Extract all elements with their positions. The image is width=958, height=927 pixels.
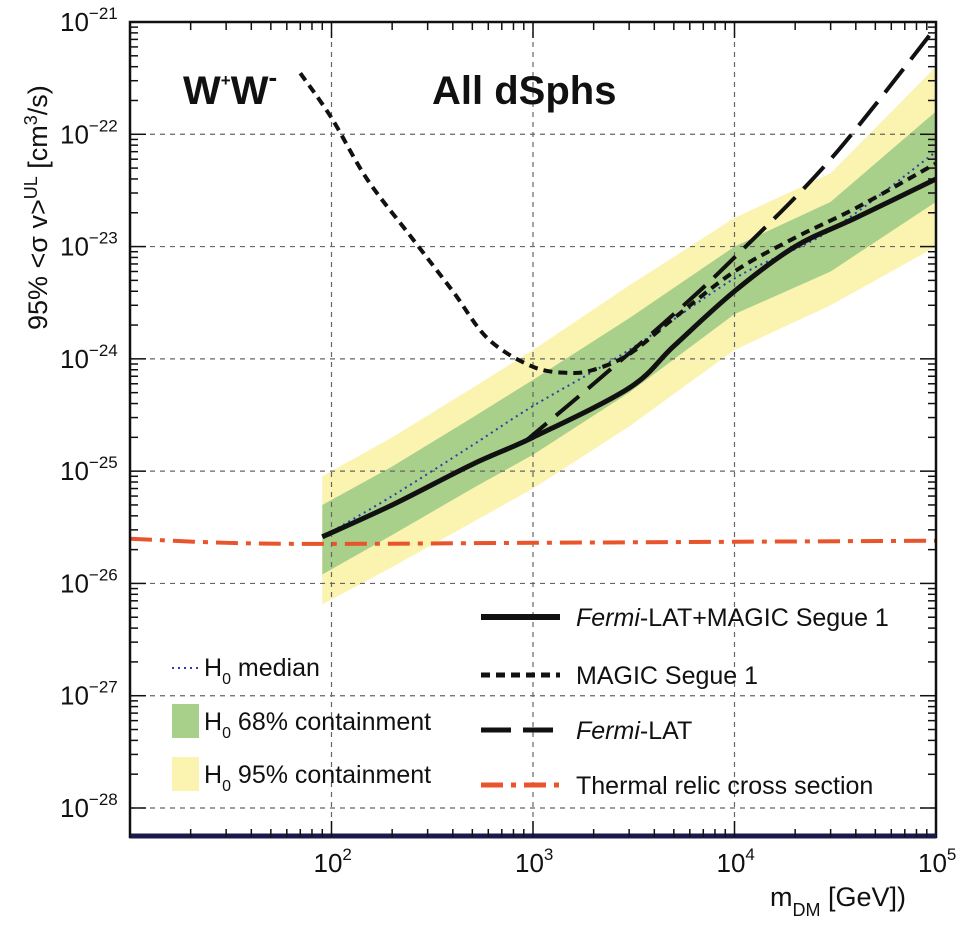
sample-label: All dSphs	[432, 69, 616, 113]
y-tick-label: 10−26	[60, 565, 118, 598]
legend-left-item: H0 68% containment	[172, 704, 431, 742]
legend-label: MAGIC Segue 1	[576, 662, 758, 690]
channel-label: W+W-	[183, 62, 277, 113]
x-tick-label: 102	[314, 845, 352, 878]
series-thermal-relic-cross-section	[130, 536, 936, 546]
y-tick-label: 10−27	[60, 678, 118, 711]
band-68	[322, 111, 936, 575]
legend-label: H0 median	[204, 654, 320, 688]
y-tick-label: 10−22	[60, 116, 118, 149]
legend-label: Thermal relic cross section	[576, 772, 873, 800]
legend-label: Fermi-LAT+MAGIC Segue 1	[576, 604, 889, 632]
legend-right-item: MAGIC Segue 1	[481, 662, 758, 690]
x-axis-title: mDM [GeV])	[770, 882, 906, 920]
y-tick-label: 10−21	[60, 4, 118, 37]
y-tick-label: 10−23	[60, 229, 118, 262]
x-tick-label: 104	[717, 845, 755, 878]
legend-right-item: Fermi-LAT	[481, 717, 692, 745]
legend-right-item: Thermal relic cross section	[481, 772, 873, 800]
y-tick-label: 10−25	[60, 453, 118, 486]
legend-left-item: H0 median	[172, 654, 320, 688]
legend-label: Fermi-LAT	[576, 717, 692, 745]
series-magic-segue-1	[298, 72, 936, 376]
y-tick-label: 10−24	[60, 341, 118, 374]
x-tick-label: 105	[918, 845, 956, 878]
legend-swatch	[172, 704, 199, 738]
series-fermi-lat-magic-segue-1	[321, 176, 936, 540]
legend-right-item: Fermi-LAT+MAGIC Segue 1	[481, 604, 889, 632]
y-tick-label: 10−28	[60, 790, 118, 823]
y-axis-title: 95% <σ v>UL [cm3/s)	[21, 85, 53, 330]
legend-swatch	[172, 757, 199, 791]
series-fermi-lat	[522, 25, 936, 445]
legend-label: H0 95% containment	[204, 761, 431, 795]
legend-left-item: H0 95% containment	[172, 757, 431, 795]
x-tick-label: 103	[515, 845, 553, 878]
legend-label: H0 68% containment	[204, 708, 431, 742]
